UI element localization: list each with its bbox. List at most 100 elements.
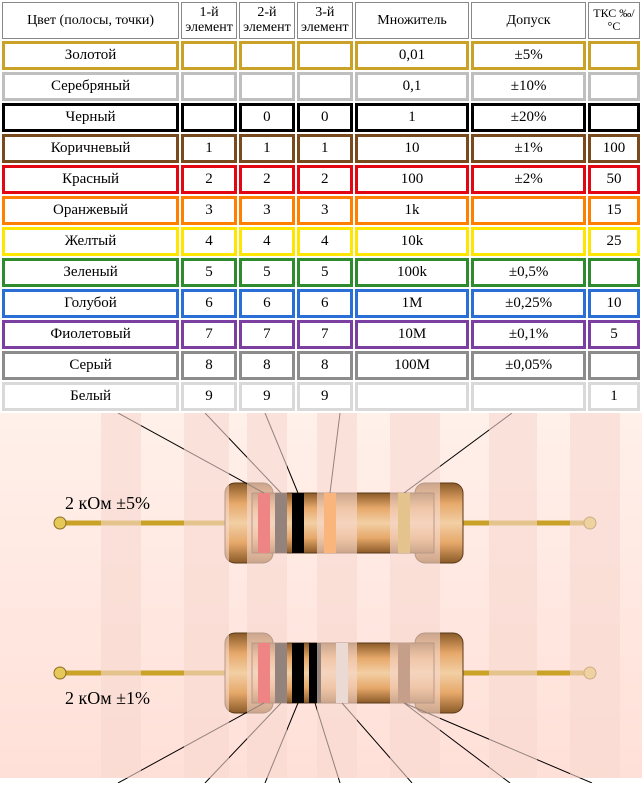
cell-name: Серый bbox=[2, 351, 179, 380]
header-tks: ТКС ‰/°С bbox=[588, 2, 640, 39]
cell-name: Красный bbox=[2, 165, 179, 194]
header-e1: 1-й элемент bbox=[181, 2, 237, 39]
cell-e1: 1 bbox=[181, 134, 237, 163]
cell-tks bbox=[588, 41, 640, 70]
cell-mult: 0,01 bbox=[355, 41, 470, 70]
cell-mult: 100M bbox=[355, 351, 470, 380]
header-e2: 2-й элемент bbox=[239, 2, 295, 39]
cell-mult: 100 bbox=[355, 165, 470, 194]
cell-e2: 7 bbox=[239, 320, 295, 349]
cell-e1: 7 bbox=[181, 320, 237, 349]
cell-e1: 5 bbox=[181, 258, 237, 287]
bg-stripe bbox=[390, 413, 440, 778]
cell-tol: ±0,05% bbox=[471, 351, 586, 380]
cell-mult: 1M bbox=[355, 289, 470, 318]
cell-tks bbox=[588, 103, 640, 132]
cell-tks: 50 bbox=[588, 165, 640, 194]
cell-e1: 8 bbox=[181, 351, 237, 380]
header-mult: Множитель bbox=[355, 2, 470, 39]
header-tol: Допуск bbox=[471, 2, 586, 39]
cell-e2: 8 bbox=[239, 351, 295, 380]
cell-e3: 3 bbox=[297, 196, 353, 225]
cell-e3: 2 bbox=[297, 165, 353, 194]
cell-tks: 1 bbox=[588, 382, 640, 411]
table-row: Красный222100±2%50 bbox=[2, 165, 640, 194]
cell-e2 bbox=[239, 41, 295, 70]
cell-name: Фиолетовый bbox=[2, 320, 179, 349]
cell-mult: 10M bbox=[355, 320, 470, 349]
cell-tks bbox=[588, 258, 640, 287]
table-row: Золотой 0,01±5% bbox=[2, 41, 640, 70]
cell-name: Оранжевый bbox=[2, 196, 179, 225]
cell-tol: ±2% bbox=[471, 165, 586, 194]
cell-e2: 2 bbox=[239, 165, 295, 194]
cell-tol bbox=[471, 382, 586, 411]
cell-e3: 9 bbox=[297, 382, 353, 411]
table-row: Серебряный 0,1±10% bbox=[2, 72, 640, 101]
cell-e1: 4 bbox=[181, 227, 237, 256]
cell-name: Зеленый bbox=[2, 258, 179, 287]
cell-e3 bbox=[297, 41, 353, 70]
cell-mult: 0,1 bbox=[355, 72, 470, 101]
cell-tol: ±0,5% bbox=[471, 258, 586, 287]
cell-tol bbox=[471, 227, 586, 256]
cell-e3: 7 bbox=[297, 320, 353, 349]
cell-name: Золотой bbox=[2, 41, 179, 70]
resistor-table: Цвет (полосы, точки) 1-й элемент 2-й эле… bbox=[0, 0, 642, 413]
bg-stripe bbox=[247, 413, 287, 778]
bg-stripe bbox=[101, 413, 141, 778]
cell-e2: 0 bbox=[239, 103, 295, 132]
table-row: Оранжевый3331k15 bbox=[2, 196, 640, 225]
cell-name: Черный bbox=[2, 103, 179, 132]
cell-tol: ±10% bbox=[471, 72, 586, 101]
table-row: Серый888100M±0,05% bbox=[2, 351, 640, 380]
table-row: Желтый44410k25 bbox=[2, 227, 640, 256]
cell-tks: 100 bbox=[588, 134, 640, 163]
color-code-table: Цвет (полосы, точки) 1-й элемент 2-й эле… bbox=[0, 0, 642, 413]
cell-e1 bbox=[181, 72, 237, 101]
resistor-diagram: 2 кОм ±5% 2 кОм ±1% bbox=[0, 413, 642, 778]
cell-e1: 9 bbox=[181, 382, 237, 411]
cell-mult bbox=[355, 382, 470, 411]
cell-e2: 4 bbox=[239, 227, 295, 256]
table-row: Фиолетовый77710M±0,1%5 bbox=[2, 320, 640, 349]
cell-mult: 10 bbox=[355, 134, 470, 163]
cell-tks bbox=[588, 351, 640, 380]
cell-tks bbox=[588, 72, 640, 101]
cell-tks: 5 bbox=[588, 320, 640, 349]
header-e3: 3-й элемент bbox=[297, 2, 353, 39]
cell-e3 bbox=[297, 72, 353, 101]
table-row: Белый9991 bbox=[2, 382, 640, 411]
cell-e2: 5 bbox=[239, 258, 295, 287]
cell-e3: 5 bbox=[297, 258, 353, 287]
cell-e3: 0 bbox=[297, 103, 353, 132]
cell-e1: 2 bbox=[181, 165, 237, 194]
cell-name: Серебряный bbox=[2, 72, 179, 101]
cell-mult: 10k bbox=[355, 227, 470, 256]
cell-e1 bbox=[181, 41, 237, 70]
bg-stripe bbox=[489, 413, 537, 778]
cell-tol: ±0,25% bbox=[471, 289, 586, 318]
cell-mult: 1k bbox=[355, 196, 470, 225]
resistor-2-label: 2 кОм ±1% bbox=[65, 688, 150, 709]
cell-e1: 6 bbox=[181, 289, 237, 318]
table-row: Черный001±20% bbox=[2, 103, 640, 132]
cell-e2 bbox=[239, 72, 295, 101]
cell-e1 bbox=[181, 103, 237, 132]
cell-tol: ±0,1% bbox=[471, 320, 586, 349]
resistor-1-label: 2 кОм ±5% bbox=[65, 493, 150, 514]
cell-mult: 1 bbox=[355, 103, 470, 132]
cell-e2: 1 bbox=[239, 134, 295, 163]
bg-stripe bbox=[570, 413, 620, 778]
cell-e3: 1 bbox=[297, 134, 353, 163]
cell-tks: 25 bbox=[588, 227, 640, 256]
cell-e2: 6 bbox=[239, 289, 295, 318]
table-row: Коричневый11110±1%100 bbox=[2, 134, 640, 163]
cell-e3: 4 bbox=[297, 227, 353, 256]
cell-name: Желтый bbox=[2, 227, 179, 256]
table-row: Зеленый555100k±0,5% bbox=[2, 258, 640, 287]
header-color: Цвет (полосы, точки) bbox=[2, 2, 179, 39]
cell-tol: ±5% bbox=[471, 41, 586, 70]
cell-mult: 100k bbox=[355, 258, 470, 287]
cell-e3: 8 bbox=[297, 351, 353, 380]
